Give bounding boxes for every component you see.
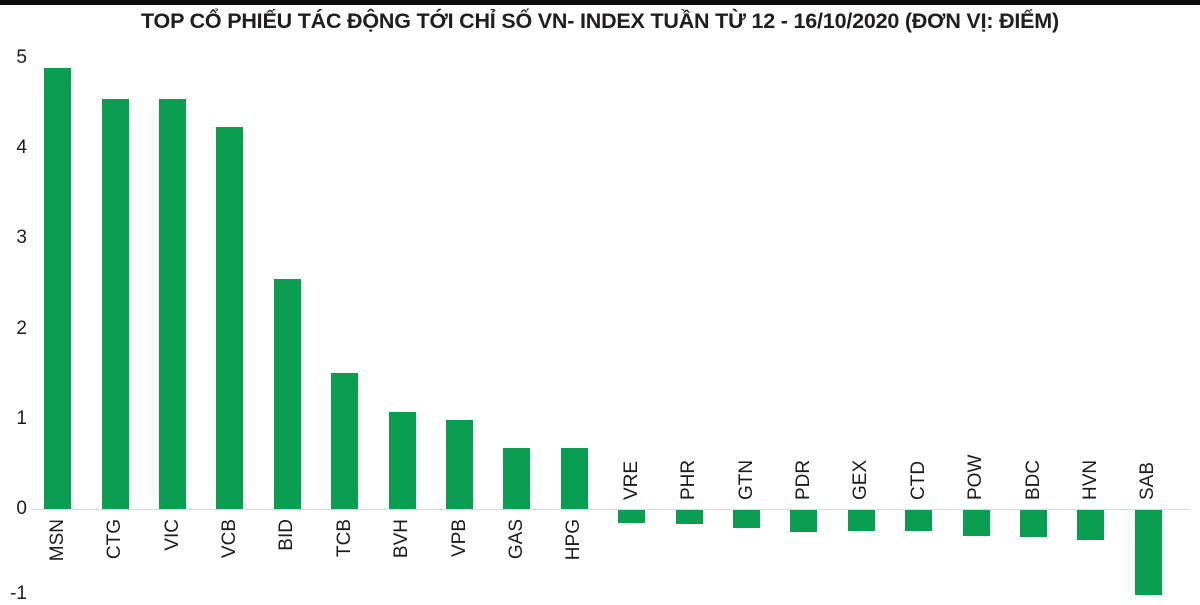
bar-bdc (1020, 509, 1047, 537)
x-label-gas: GAS (505, 519, 527, 560)
chart-title: TOP CỔ PHIẾU TÁC ĐỘNG TỚI CHỈ SỐ VN- IND… (141, 9, 1059, 33)
bar-msn (44, 67, 72, 509)
x-label-sab: SAB (1137, 461, 1159, 500)
bar-ctd (905, 509, 933, 532)
x-label-bid: BID (276, 519, 298, 551)
bar-vpb (446, 419, 473, 509)
y-tick-label: 1 (16, 407, 27, 429)
y-tick-label: 4 (16, 137, 27, 159)
x-label-pdr: PDR (792, 459, 814, 500)
x-label-vpb: VPB (448, 519, 470, 558)
x-label-ctg: CTG (104, 519, 126, 560)
bar-vre (618, 509, 646, 524)
bar-tcb (331, 372, 359, 509)
y-tick-label: 0 (16, 498, 27, 519)
bar-sab (1134, 509, 1162, 596)
x-label-gex: GEX (850, 459, 872, 500)
y-tick-label: 5 (16, 47, 27, 68)
bar-hpg (560, 447, 588, 509)
bar-phr (675, 509, 703, 524)
x-label-vcb: VCB (218, 519, 240, 559)
y-tick-label: -1 (10, 583, 27, 604)
top-border-bar (0, 0, 1200, 5)
bar-vcb (216, 127, 244, 509)
bar-bid (273, 278, 301, 509)
bar-ctg (101, 99, 129, 509)
x-label-bdc: BDC (1022, 459, 1044, 500)
bar-gas (503, 447, 531, 509)
y-tick-label: 2 (16, 317, 27, 339)
x-label-vre: VRE (620, 460, 642, 500)
x-label-phr: PHR (678, 459, 700, 500)
x-label-ctd: CTD (907, 460, 929, 500)
bar-gtn (733, 509, 760, 528)
zero-baseline (31, 508, 1190, 510)
y-tick-label: 3 (16, 227, 27, 249)
bar-pow (962, 509, 990, 536)
x-label-msn: MSN (46, 519, 68, 562)
bar-bvh (388, 412, 416, 509)
x-label-hvn: HVN (1079, 459, 1101, 500)
x-label-bvh: BVH (391, 519, 413, 559)
x-label-tcb: TCB (333, 519, 355, 557)
x-label-hpg: HPG (563, 519, 585, 561)
bar-pdr (790, 509, 818, 533)
bar-vic (159, 99, 186, 509)
bar-hvn (1077, 509, 1105, 541)
x-label-gtn: GTN (735, 459, 757, 500)
bar-gex (847, 509, 875, 532)
x-label-pow: POW (965, 454, 987, 500)
x-label-vic: VIC (161, 519, 183, 551)
